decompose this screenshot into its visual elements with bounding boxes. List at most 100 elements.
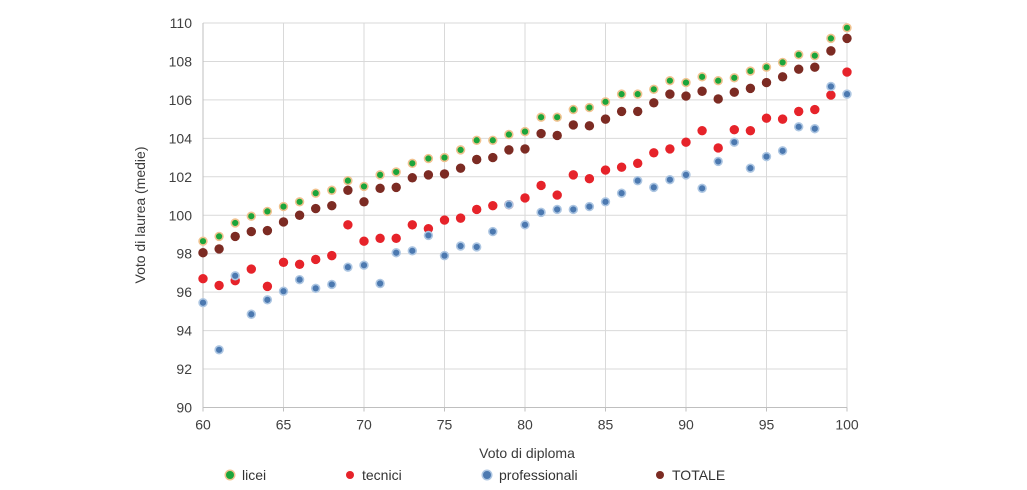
data-point-TOTALE [455,163,466,173]
legend-marker-licei [226,471,234,479]
data-point-tecnici [665,144,675,154]
data-point-professionali [632,175,643,186]
data-point-licei [246,211,257,221]
data-point-TOTALE [729,87,739,97]
data-point-TOTALE [681,91,691,101]
data-point-tecnici [761,113,772,123]
data-point-TOTALE [649,98,659,108]
data-point-tecnici [262,281,273,292]
data-point-licei [504,129,514,140]
data-point-tecnici [246,264,256,274]
data-point-professionali [472,242,482,252]
data-point-TOTALE [391,182,401,193]
data-point-professionali [359,260,369,270]
data-point-tecnici [568,170,578,180]
data-point-tecnici [777,114,788,124]
data-point-professionali [681,170,691,180]
data-point-licei [745,66,756,76]
y-tick-label: 98 [176,246,192,262]
data-point-licei [697,72,707,82]
data-point-TOTALE [504,145,514,155]
y-tick-label: 106 [169,92,193,108]
data-point-professionali [826,81,836,92]
y-tick-label: 96 [176,284,192,300]
data-point-TOTALE [633,106,643,117]
y-tick-label: 108 [169,53,193,69]
data-point-TOTALE [407,173,417,183]
data-point-TOTALE [761,77,772,88]
data-point-professionali [761,151,772,162]
y-tick-label: 92 [176,361,192,377]
data-point-TOTALE [198,248,208,258]
data-point-TOTALE [214,244,224,254]
data-point-licei [536,112,546,122]
legend-label-professionali: professionali [499,467,578,483]
data-point-tecnici [713,143,723,153]
y-tick-label: 104 [169,130,193,146]
data-point-licei [472,135,482,145]
data-point-tecnici [794,106,804,117]
data-point-licei [793,50,804,60]
data-point-TOTALE [294,210,305,220]
legend-marker-TOTALE [656,471,664,479]
data-point-tecnici [359,236,369,246]
y-tick-label: 102 [169,169,193,185]
data-point-tecnici [407,220,417,230]
data-point-licei [391,167,401,177]
data-point-professionali [198,298,208,308]
data-point-professionali [214,345,224,355]
data-point-licei [198,236,208,246]
data-point-TOTALE [745,83,756,94]
data-point-licei [649,84,659,95]
data-point-TOTALE [488,152,498,163]
data-point-TOTALE [665,89,675,99]
data-point-TOTALE [777,72,788,82]
legend: licei tecnici professionali TOTALE [0,467,1027,487]
data-point-professionali [311,283,321,294]
legend-marker-professionali [483,471,491,479]
data-point-licei [729,73,739,83]
data-point-tecnici [826,90,836,100]
data-point-professionali [793,122,804,132]
data-point-professionali [423,230,434,241]
data-point-TOTALE [713,94,723,104]
data-point-tecnici [649,148,659,158]
data-point-licei [826,33,836,44]
data-point-tecnici [455,213,466,223]
data-point-tecnici [616,162,627,172]
data-point-professionali [810,124,820,134]
y-tick-label: 100 [169,207,193,223]
data-point-TOTALE [327,200,337,211]
data-point-TOTALE [311,203,321,214]
x-tick-label: 75 [437,417,453,433]
data-point-tecnici [681,137,691,147]
data-point-professionali [842,89,852,99]
y-tick-label: 94 [176,323,192,339]
x-tick-label: 90 [678,417,694,433]
data-point-tecnici [488,200,498,211]
data-point-professionali [536,207,546,218]
data-point-licei [375,170,385,180]
data-point-tecnici [391,233,401,244]
legend-marker-tecnici [346,471,354,479]
data-point-TOTALE [230,231,240,242]
data-point-TOTALE [536,128,546,139]
y-tick-label: 110 [170,15,193,31]
data-point-professionali [246,309,257,319]
data-point-TOTALE [375,183,385,194]
legend-item-tecnici: tecnici [346,467,402,483]
x-tick-label: 85 [598,417,614,433]
data-point-TOTALE [520,144,530,154]
data-point-professionali [729,137,739,147]
data-point-tecnici [729,124,739,135]
data-point-TOTALE [359,197,369,207]
x-tick-label: 80 [517,417,533,433]
data-point-licei [230,218,240,228]
data-point-tecnici [375,233,385,244]
data-point-TOTALE [600,114,611,124]
data-point-tecnici [745,125,756,136]
data-point-professionali [745,163,756,173]
data-point-licei [520,126,530,137]
data-point-licei [359,181,369,192]
